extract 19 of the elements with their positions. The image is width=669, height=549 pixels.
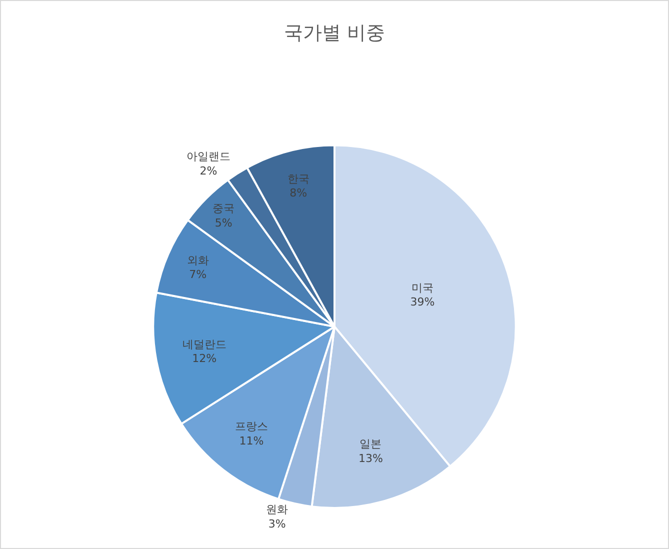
data-label: 8% <box>290 186 308 200</box>
slice-label: 아일랜드 <box>186 150 230 164</box>
data-label: 7% <box>189 268 207 282</box>
data-label: 2% <box>200 164 218 178</box>
slice-label: 외화 <box>186 254 209 267</box>
data-label: 11% <box>239 434 264 448</box>
slice-label: 프랑스 <box>234 420 268 434</box>
slice-label: 미국 <box>411 281 434 294</box>
data-label: 5% <box>214 216 232 230</box>
slice-label: 네덜란드 <box>182 338 226 351</box>
slice-label: 중국 <box>212 202 235 216</box>
slice-label: 한국 <box>287 172 310 186</box>
data-label: 13% <box>358 452 383 465</box>
slice-label: 원화 <box>266 502 288 516</box>
slice-label: 일본 <box>360 438 382 451</box>
data-label: 39% <box>410 296 435 309</box>
data-label: 12% <box>192 352 217 366</box>
chart-title: 국가별 비중 <box>284 22 386 44</box>
data-label: 3% <box>268 517 286 530</box>
